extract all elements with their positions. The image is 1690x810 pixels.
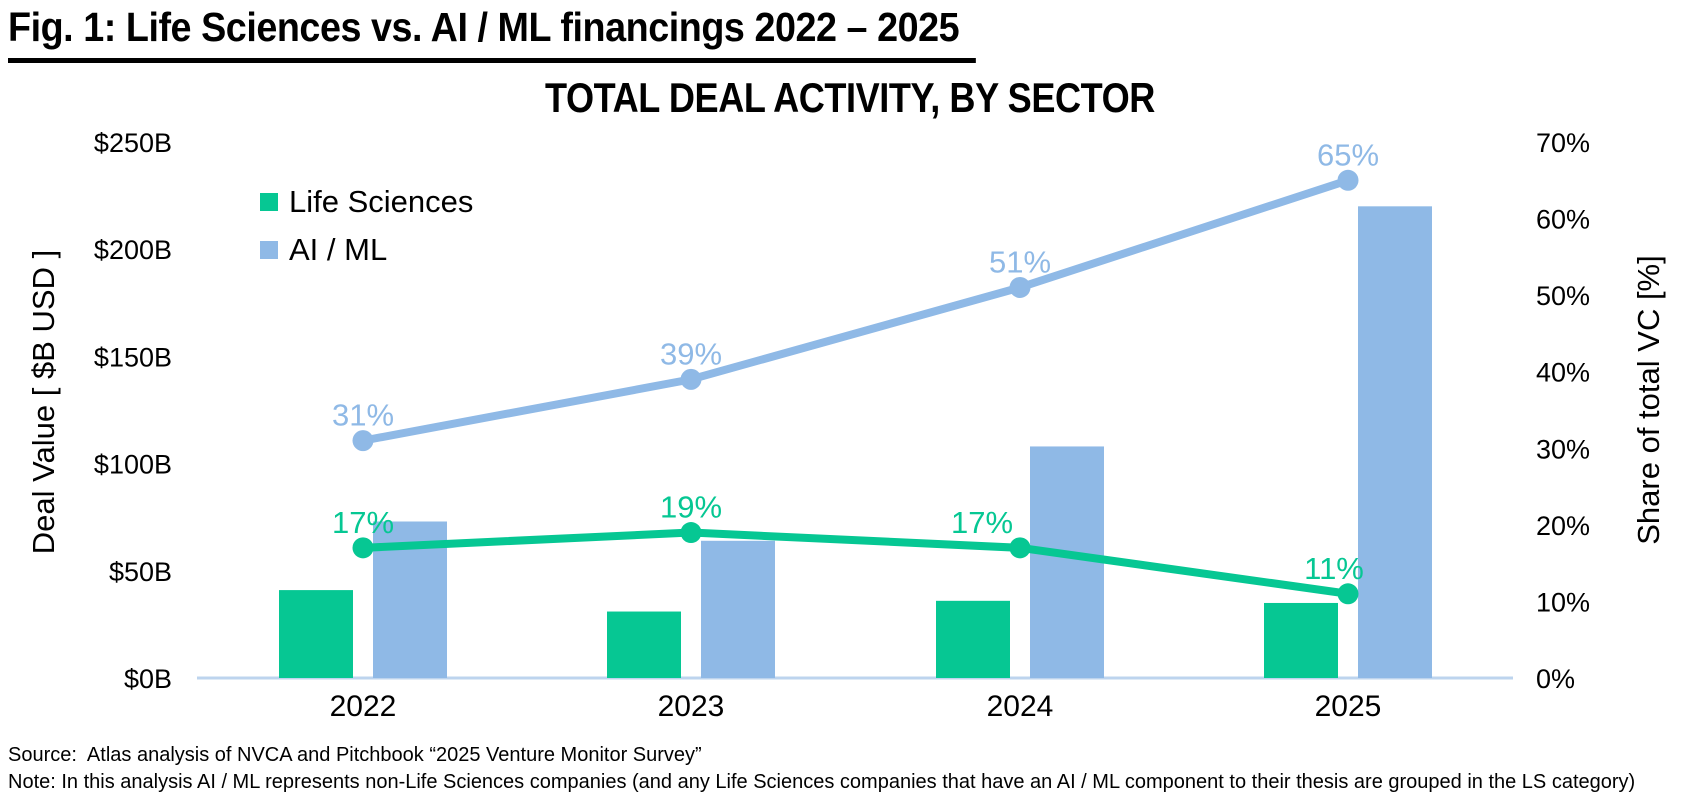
- marker-life-sciences-share-2025: [1337, 583, 1359, 605]
- left-axis-tick: $0B: [124, 664, 172, 694]
- legend-item-life-sciences: Life Sciences: [260, 184, 474, 219]
- line-ai-ml-share: [359, 176, 1352, 445]
- right-axis-tick: 20%: [1536, 511, 1590, 541]
- chart-title: TOTAL DEAL ACTIVITY, BY SECTOR: [545, 74, 1155, 121]
- marker-ai-ml-share-2022: [352, 430, 374, 452]
- figure-title: Fig. 1: Life Sciences vs. AI / ML financ…: [8, 4, 976, 63]
- legend-label-ai-ml: AI / ML: [289, 232, 388, 267]
- analysis-note: Note: In this analysis AI / ML represent…: [8, 771, 1636, 793]
- line-life-sciences-share: [359, 528, 1352, 598]
- left-axis-tick: $250B: [94, 128, 172, 158]
- bar-ai-ml-2024: [1030, 446, 1104, 678]
- bar-life-sciences-2025: [1264, 602, 1338, 678]
- left-axis-tick: $100B: [94, 450, 172, 480]
- marker-life-sciences-share-2023: [680, 522, 702, 544]
- bar-ai-ml-2023: [701, 540, 775, 678]
- left-axis-tick: $150B: [94, 342, 172, 372]
- marker-ai-ml-share-2024: [1009, 276, 1031, 298]
- bar-ai-ml-2025: [1358, 206, 1432, 678]
- data-label-ai-ml-share-2023: 39%: [660, 336, 722, 371]
- data-label-life-sciences-share-2024: 17%: [951, 505, 1013, 540]
- marker-life-sciences-share-2022: [352, 537, 374, 559]
- category-label: 2024: [987, 690, 1054, 723]
- chart-legend: Life Sciences AI / ML: [260, 184, 474, 281]
- right-axis-tick: 30%: [1536, 434, 1590, 464]
- right-axis-tick: 40%: [1536, 358, 1590, 388]
- data-label-life-sciences-share-2025: 11%: [1304, 551, 1364, 586]
- life-sciences-swatch-icon: [260, 193, 278, 211]
- category-label: 2022: [330, 690, 397, 723]
- category-label: 2025: [1315, 690, 1382, 723]
- marker-ai-ml-share-2025: [1337, 169, 1359, 191]
- data-label-ai-ml-share-2024: 51%: [989, 244, 1051, 279]
- right-axis-tick: 10%: [1536, 587, 1590, 617]
- left-axis-tick: $200B: [94, 235, 172, 265]
- left-axis-title: Deal Value [ $B USD ]: [26, 249, 61, 555]
- category-label: 2023: [658, 690, 725, 723]
- marker-life-sciences-share-2024: [1009, 537, 1031, 559]
- bar-life-sciences-2022: [279, 590, 353, 678]
- data-label-ai-ml-share-2022: 31%: [332, 398, 394, 433]
- data-label-life-sciences-share-2022: 17%: [332, 505, 394, 540]
- left-axis-tick: $50B: [109, 557, 172, 587]
- right-axis-tick: 60%: [1536, 205, 1590, 235]
- right-axis-tick: 70%: [1536, 128, 1590, 158]
- data-label-ai-ml-share-2025: 65%: [1317, 137, 1379, 172]
- marker-ai-ml-share-2023: [680, 368, 702, 390]
- bar-life-sciences-2024: [936, 600, 1010, 678]
- right-axis-title: Share of total VC [%]: [1631, 255, 1666, 545]
- source-note: Source: Atlas analysis of NVCA and Pitch…: [8, 744, 702, 766]
- data-label-life-sciences-share-2023: 19%: [660, 490, 722, 525]
- legend-item-ai-ml: AI / ML: [260, 232, 473, 267]
- right-axis-tick: 50%: [1536, 281, 1590, 311]
- bar-life-sciences-2023: [607, 611, 681, 678]
- ai-ml-swatch-icon: [260, 241, 278, 259]
- legend-label-life-sciences: Life Sciences: [289, 184, 474, 219]
- right-axis-tick: 0%: [1536, 664, 1575, 694]
